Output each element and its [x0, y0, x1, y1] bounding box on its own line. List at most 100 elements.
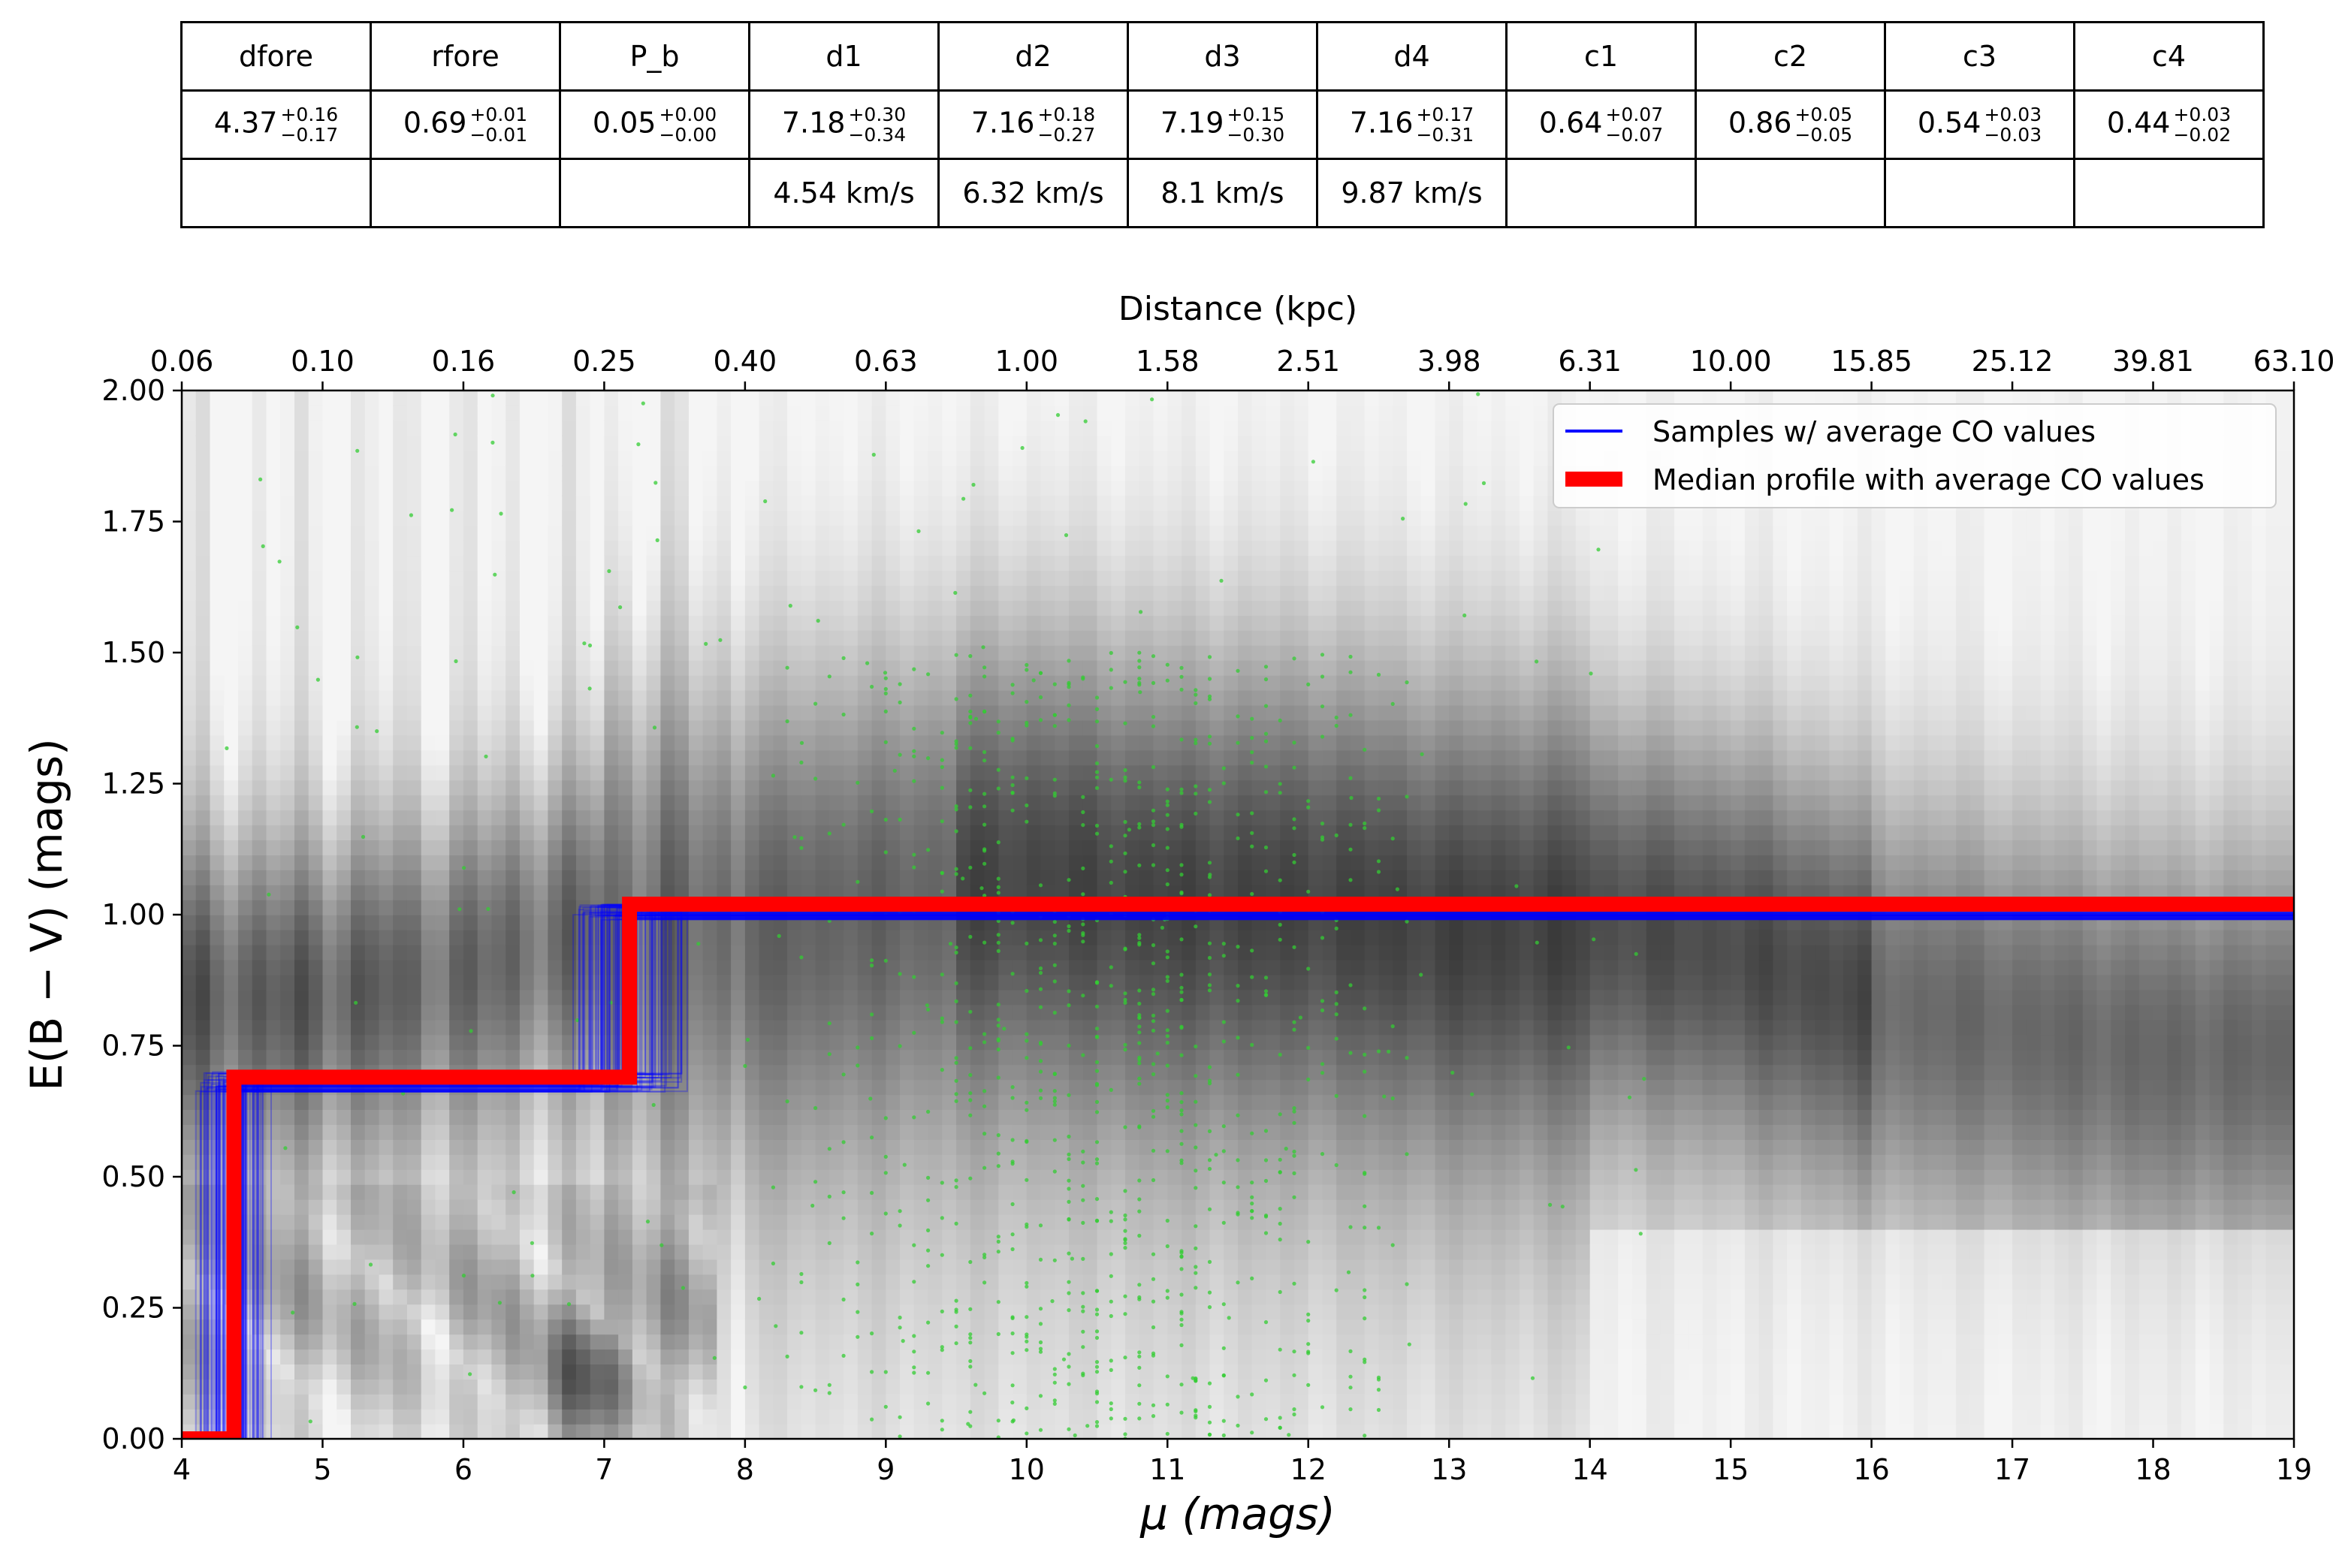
- density-cell: [646, 1394, 662, 1410]
- density-cell: [871, 570, 887, 586]
- density-cell: [182, 600, 197, 616]
- density-cell: [970, 1124, 985, 1140]
- density-cell: [1153, 1064, 1168, 1081]
- density-cell: [533, 1274, 549, 1290]
- density-cell: [618, 1259, 633, 1275]
- density-cell: [1153, 1094, 1168, 1110]
- density-cell: [1082, 704, 1098, 721]
- density-cell: [182, 1244, 197, 1260]
- density-cell: [393, 555, 408, 571]
- density-cell: [1040, 660, 1055, 676]
- density-cell: [900, 1154, 915, 1170]
- density-cell: [702, 734, 718, 751]
- density-cell: [928, 734, 943, 751]
- density-cell: [421, 1019, 436, 1036]
- density-cell: [1013, 585, 1028, 601]
- density-cell: [660, 435, 675, 451]
- density-cell: [984, 525, 1000, 541]
- density-cell: [463, 825, 478, 840]
- density-cell: [871, 1139, 887, 1155]
- density-cell: [913, 1199, 929, 1215]
- density-cell: [632, 1319, 647, 1335]
- density-cell: [871, 1184, 887, 1200]
- density-cell: [519, 1199, 535, 1215]
- density-cell: [688, 525, 704, 541]
- density-cell: [435, 900, 450, 915]
- density-cell: [506, 1244, 521, 1260]
- density-cell: [815, 929, 831, 945]
- density-cell: [801, 1004, 816, 1021]
- density-cell: [351, 1154, 366, 1170]
- density-cell: [717, 1199, 732, 1215]
- density-cell: [660, 915, 675, 930]
- density-cell: [998, 1274, 1013, 1290]
- density-cell: [618, 1274, 633, 1290]
- density-cell: [506, 959, 521, 975]
- density-cell: [618, 555, 633, 571]
- density-cell: [618, 495, 633, 511]
- density-cell: [1040, 1259, 1055, 1275]
- density-cell: [773, 810, 788, 826]
- density-cell: [717, 719, 732, 736]
- density-cell: [491, 495, 506, 511]
- density-cell: [1082, 1364, 1098, 1380]
- density-cell: [337, 974, 352, 991]
- density-cell: [238, 929, 253, 945]
- density-cell: [575, 1379, 591, 1395]
- density-cell: [1097, 989, 1112, 1006]
- density-cell: [463, 1274, 478, 1290]
- density-cell: [477, 585, 493, 601]
- density-cell: [759, 615, 774, 631]
- density-cell: [1082, 1259, 1098, 1275]
- density-cell: [435, 1109, 450, 1125]
- density-cell: [491, 810, 506, 826]
- density-cell: [477, 1184, 493, 1200]
- density-cell: [182, 974, 197, 991]
- density-cell: [506, 660, 521, 676]
- density-cell: [1013, 810, 1028, 826]
- density-cell: [266, 495, 281, 511]
- density-cell: [632, 555, 647, 571]
- density-cell: [675, 1259, 690, 1275]
- density-cell: [491, 1364, 506, 1380]
- density-cell: [1125, 1244, 1140, 1260]
- density-cell: [759, 974, 774, 991]
- density-cell: [984, 1079, 1000, 1096]
- density-cell: [900, 570, 915, 586]
- density-cell: [1139, 1379, 1154, 1395]
- density-cell: [998, 929, 1013, 945]
- density-cell: [280, 1259, 295, 1275]
- density-cell: [435, 1274, 450, 1290]
- density-cell: [1139, 1109, 1154, 1125]
- density-cell: [491, 1319, 506, 1335]
- density-cell: [717, 555, 732, 571]
- density-cell: [759, 944, 774, 960]
- density-cell: [252, 1229, 267, 1245]
- density-cell: [238, 1304, 253, 1320]
- density-cell: [759, 465, 774, 481]
- density-cell: [801, 929, 816, 945]
- density-cell: [463, 615, 478, 631]
- density-cell: [900, 1094, 915, 1110]
- density-cell: [294, 660, 309, 676]
- density-cell: [491, 555, 506, 571]
- density-cell: [379, 1184, 394, 1200]
- density-cell: [449, 1274, 464, 1290]
- density-cell: [562, 1394, 577, 1410]
- density-cell: [759, 929, 774, 945]
- density-cell: [1040, 734, 1055, 751]
- density-cell: [322, 944, 337, 960]
- density-cell: [1040, 600, 1055, 616]
- density-cell: [1125, 1139, 1140, 1155]
- density-cell: [294, 480, 309, 496]
- density-cell: [210, 1049, 225, 1066]
- density-cell: [463, 959, 478, 975]
- header-cell: d3: [1127, 21, 1318, 92]
- density-cell: [506, 435, 521, 451]
- density-cell: [900, 1394, 915, 1410]
- density-cell: [942, 465, 957, 481]
- density-cell: [575, 570, 591, 586]
- density-cell: [829, 825, 844, 840]
- density-cell: [1013, 510, 1028, 526]
- density-cell: [717, 585, 732, 601]
